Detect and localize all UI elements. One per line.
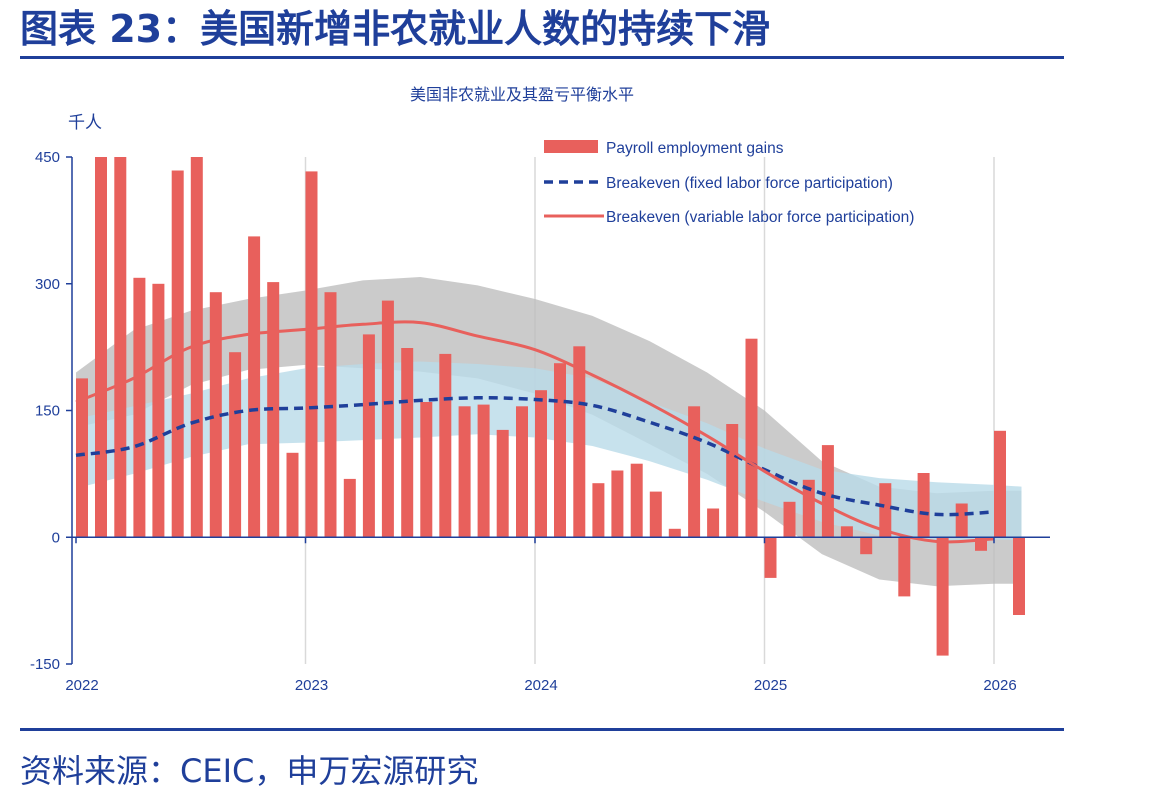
y-tick-label: 450 [35,149,60,166]
y-tick-label: 150 [35,403,60,420]
bar [362,334,375,538]
bar [726,424,739,538]
breakeven-lines [75,320,995,544]
bar [936,537,949,656]
bar [630,463,643,538]
bar [458,406,471,538]
bar [840,526,853,538]
bar [649,491,662,538]
bar [76,378,88,538]
y-tick-label: -150 [30,656,60,673]
bar [516,406,528,538]
bar [343,478,356,538]
bar [286,452,299,538]
bar [783,501,796,538]
legend-label-fixed: Breakeven (fixed labor force participati… [606,175,893,192]
bar [248,236,261,538]
x-tick-label: 2025 [754,677,787,694]
bar [381,300,394,538]
bar [821,445,834,538]
series-line-variable [75,320,995,544]
bar [668,528,681,538]
legend: Payroll employment gains Breakeven (fixed… [544,140,914,226]
bar [592,483,605,538]
bar [401,348,414,538]
bar [611,470,624,538]
bar [573,346,586,538]
bar [439,353,452,538]
y-tick-label: 0 [52,529,60,546]
chart-title: 美国非农就业及其盈亏平衡水平 [410,85,634,104]
bar [745,338,758,538]
bar [133,277,146,538]
bar [496,429,509,538]
bar [879,483,892,538]
bar [190,157,203,538]
bar [898,537,911,597]
bar [229,352,242,538]
bar [209,292,222,538]
bar [955,503,968,538]
x-tick-label: 2026 [983,677,1016,694]
figure-title: 图表 23：美国新增非农就业人数的持续下滑 [20,7,771,51]
bar [860,537,873,555]
bar [764,537,777,578]
bar [305,171,318,538]
legend-label-variable: Breakeven (variable labor force particip… [606,209,914,226]
bar [324,292,337,538]
chart: 美国非农就业及其盈亏平衡水平 千人 -150 0 150 300 450 2022 2023… [30,85,1050,694]
bar [95,157,107,538]
legend-label-bars: Payroll employment gains [606,140,784,157]
y-axis-label: 千人 [68,113,102,132]
source-note: 资料来源：CEIC，申万宏源研究 [20,752,479,790]
bar [554,363,566,538]
bar [152,283,165,538]
series-line-fixed [75,396,995,517]
source-rule [20,728,1064,731]
axes: -150 0 150 300 450 2022 2023 2024 2025 2026 [30,149,1050,694]
x-tick-label: 2024 [524,677,557,694]
bar [535,390,547,538]
bar [420,402,433,538]
bar [477,404,490,538]
title-rule [20,56,1064,59]
bar [267,282,280,538]
x-tick-label: 2022 [65,677,98,694]
legend-swatch-bars [544,140,598,153]
bar [994,430,1006,538]
bar [707,508,720,538]
bar [114,157,127,538]
y-tick-label: 300 [35,276,60,293]
x-tick-label: 2023 [295,677,328,694]
bar [917,473,930,538]
bar [1013,537,1025,615]
